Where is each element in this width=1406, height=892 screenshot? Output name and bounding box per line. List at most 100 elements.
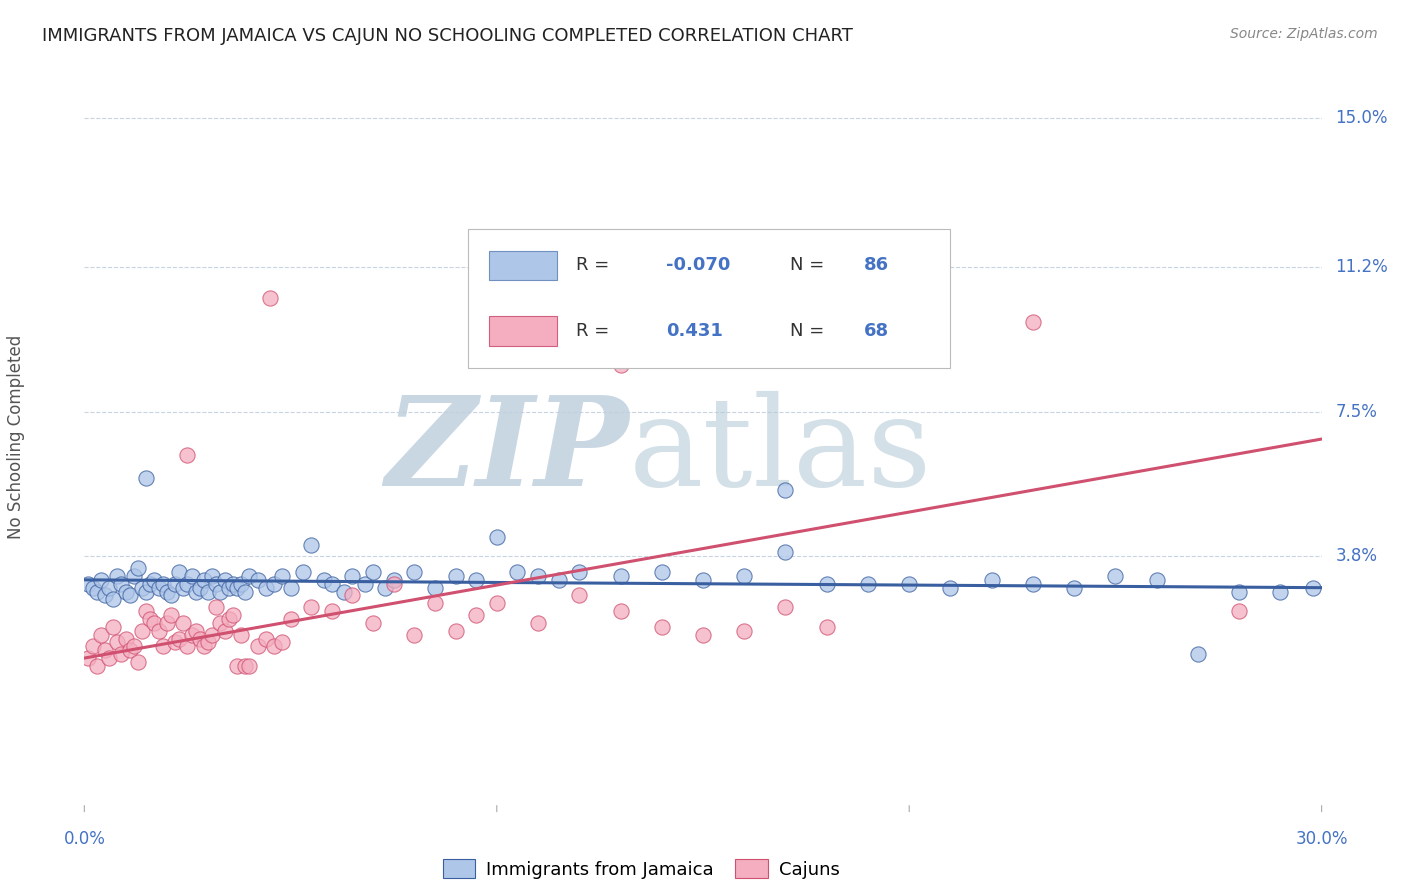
Point [280, 612, 302, 626]
Point [299, 600, 322, 615]
Point [176, 576, 198, 591]
Point [160, 589, 183, 603]
Point [86, 659, 108, 673]
Point [1104, 569, 1126, 583]
Point [197, 635, 219, 649]
Point [246, 640, 269, 654]
Text: IMMIGRANTS FROM JAMAICA VS CAJUN NO SCHOOLING COMPLETED CORRELATION CHART: IMMIGRANTS FROM JAMAICA VS CAJUN NO SCHO… [42, 27, 853, 45]
Point [1302, 581, 1324, 595]
Point [122, 569, 145, 583]
Point [374, 581, 396, 595]
Point [135, 471, 157, 485]
Point [98, 581, 121, 595]
Point [94, 643, 117, 657]
Point [114, 584, 136, 599]
Point [692, 627, 714, 641]
Point [110, 576, 132, 591]
Text: 0.0%: 0.0% [63, 830, 105, 848]
Point [609, 358, 631, 372]
Point [197, 584, 219, 599]
Point [148, 624, 170, 638]
Point [898, 576, 921, 591]
Point [209, 584, 232, 599]
Point [259, 291, 281, 305]
Point [160, 608, 183, 623]
Point [188, 581, 211, 595]
Point [135, 584, 157, 599]
Point [90, 627, 112, 641]
Point [156, 584, 179, 599]
Text: 11.2%: 11.2% [1336, 258, 1388, 276]
Point [127, 655, 149, 669]
Point [148, 581, 170, 595]
Point [193, 640, 215, 654]
Point [152, 576, 174, 591]
Point [1187, 647, 1209, 661]
Point [135, 604, 157, 618]
Text: Source: ZipAtlas.com: Source: ZipAtlas.com [1230, 27, 1378, 41]
Point [139, 576, 162, 591]
Point [342, 569, 364, 583]
Point [176, 448, 198, 462]
Point [188, 632, 211, 646]
Point [165, 635, 187, 649]
Point [246, 573, 269, 587]
Point [156, 615, 179, 630]
Point [299, 538, 322, 552]
Point [263, 640, 285, 654]
Point [167, 565, 190, 579]
Point [271, 569, 294, 583]
Point [131, 624, 153, 638]
Point [1022, 315, 1045, 329]
Text: 30.0%: 30.0% [1295, 830, 1348, 848]
Point [184, 624, 207, 638]
FancyBboxPatch shape [489, 317, 557, 345]
Point [692, 573, 714, 587]
Point [527, 569, 550, 583]
Point [263, 576, 285, 591]
Text: 15.0%: 15.0% [1336, 110, 1388, 128]
Text: ZIP: ZIP [385, 391, 628, 513]
Point [547, 573, 569, 587]
Point [321, 576, 343, 591]
Point [280, 581, 302, 595]
Point [165, 576, 187, 591]
Point [214, 624, 236, 638]
FancyBboxPatch shape [489, 251, 557, 280]
Point [465, 573, 488, 587]
Point [172, 615, 194, 630]
Point [180, 627, 202, 641]
Point [226, 659, 249, 673]
Text: 3.8%: 3.8% [1336, 548, 1378, 566]
Point [222, 576, 245, 591]
Point [1063, 581, 1085, 595]
Text: No Schooling Completed: No Schooling Completed [7, 335, 25, 539]
Point [193, 573, 215, 587]
Point [404, 565, 426, 579]
Point [103, 592, 125, 607]
Point [361, 565, 384, 579]
Point [143, 615, 166, 630]
Point [485, 596, 508, 610]
Point [291, 565, 314, 579]
Point [98, 651, 121, 665]
Point [775, 545, 797, 559]
Point [205, 576, 228, 591]
Point [180, 569, 202, 583]
Point [94, 589, 117, 603]
Point [238, 659, 260, 673]
Point [775, 600, 797, 615]
Text: R =: R = [575, 322, 614, 340]
Point [856, 576, 879, 591]
Point [114, 632, 136, 646]
Point [342, 589, 364, 603]
Point [271, 635, 294, 649]
Point [90, 573, 112, 587]
Text: R =: R = [575, 256, 614, 274]
Point [312, 573, 335, 587]
Point [568, 589, 591, 603]
Point [238, 569, 260, 583]
Point [226, 581, 249, 595]
Point [122, 640, 145, 654]
Legend: Immigrants from Jamaica, Cajuns: Immigrants from Jamaica, Cajuns [436, 852, 846, 886]
